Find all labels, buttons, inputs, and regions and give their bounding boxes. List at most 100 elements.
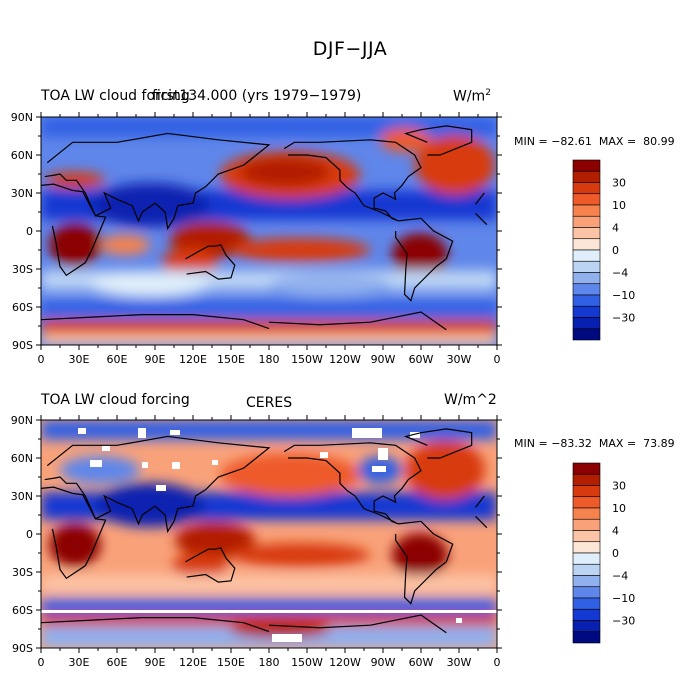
- panel2-units: W/m^2: [444, 392, 497, 408]
- map-axes: 0 30E 60E 90E 120E 150E 180 150W 120W 90W 60W 30W 09…: [11, 111, 502, 669]
- colorbar-swatch: [572, 575, 601, 588]
- colorbar-label: 10: [612, 199, 626, 212]
- colorbar-swatch: [572, 328, 601, 341]
- colorbar-swatch: [572, 631, 601, 644]
- coastline-segment: [41, 486, 107, 580]
- colorbar-swatch: [572, 507, 601, 520]
- coastline-segment: [474, 495, 485, 508]
- y-tick-label: 60S: [12, 301, 33, 314]
- colorbar-swatch: [572, 462, 601, 475]
- x-tick-label: 180: [259, 656, 280, 669]
- panel1-units: W/m2: [453, 88, 491, 105]
- colorbar-swatch: [572, 249, 601, 262]
- x-tick-label: 90E: [145, 656, 166, 669]
- x-tick-label: 180: [259, 353, 280, 366]
- coastline-segment: [185, 547, 236, 583]
- coastline-segment: [395, 217, 454, 302]
- colorbar-swatch: [572, 541, 601, 554]
- colorbar-label: −10: [612, 289, 635, 302]
- y-tick-label: 30S: [12, 263, 33, 276]
- y-tick-label: 90N: [11, 111, 33, 124]
- colorbar-label: 4: [612, 525, 619, 538]
- x-tick-label: 0: [38, 353, 45, 366]
- x-tick-label: 120E: [179, 656, 207, 669]
- x-tick-label: 150W: [291, 353, 323, 366]
- coastline-segment: [475, 212, 488, 226]
- coastline-segment: [185, 244, 236, 280]
- y-tick-label: 90S: [12, 642, 33, 655]
- x-tick-label: 90W: [371, 353, 396, 366]
- coastline-segment: [41, 616, 270, 633]
- y-tick-label: 60N: [11, 452, 33, 465]
- y-tick-label: 0: [26, 528, 33, 541]
- x-tick-label: 30E: [69, 353, 90, 366]
- colorbar-swatch: [572, 170, 601, 183]
- coastline-segment: [474, 192, 485, 205]
- colorbar-label: 30: [612, 480, 626, 493]
- colorbar-swatch: [572, 215, 601, 228]
- y-tick-label: 30S: [12, 566, 33, 579]
- colorbar-label: 10: [612, 502, 626, 515]
- coastline-segment: [41, 183, 107, 277]
- colorbar-label: −30: [612, 312, 635, 325]
- colorbar-swatch: [572, 272, 601, 285]
- x-tick-label: 30W: [447, 656, 472, 669]
- colorbar-swatch: [572, 608, 601, 621]
- colorbar-swatch: [572, 563, 601, 576]
- colorbars: 30 10 4 0 −4 −10 −30 30 10 4 0 −4 −10 −30: [572, 159, 635, 644]
- coastlines: [41, 125, 488, 634]
- panel1-minmax: MIN = −82.61 MAX = 80.99: [514, 135, 675, 148]
- colorbar-swatch: [572, 496, 601, 509]
- colorbar-swatch: [572, 283, 601, 296]
- x-tick-label: 0: [494, 656, 501, 669]
- x-tick-label: 60W: [409, 656, 434, 669]
- colorbar-label: 30: [612, 177, 626, 190]
- coastline-segment: [283, 442, 422, 525]
- colorbar-swatch: [572, 204, 601, 217]
- colorbar-label: −4: [612, 267, 628, 280]
- colorbar-swatch: [572, 260, 601, 273]
- x-tick-label: 0: [38, 656, 45, 669]
- colorbar-swatch: [572, 485, 601, 498]
- x-tick-label: 90E: [145, 353, 166, 366]
- y-tick-label: 0: [26, 225, 33, 238]
- page-title: DJF−JJA: [312, 38, 388, 60]
- x-tick-label: 150E: [217, 656, 245, 669]
- panel1-map: [41, 117, 497, 345]
- y-tick-label: 60N: [11, 149, 33, 162]
- coastline-segment: [268, 311, 447, 331]
- colorbar-swatch: [572, 530, 601, 543]
- colorbar-swatch: [572, 518, 601, 531]
- x-tick-label: 30W: [447, 353, 472, 366]
- coastline-segment: [475, 515, 488, 529]
- panel2-left-label: TOA LW cloud forcing: [41, 392, 190, 408]
- coastline-segment: [403, 125, 473, 156]
- y-tick-label: 30N: [11, 187, 33, 200]
- coastline-segment: [403, 428, 473, 459]
- colorbar-swatch: [572, 552, 601, 565]
- coastline-segment: [44, 435, 271, 534]
- colorbar-swatch: [572, 227, 601, 240]
- coastline-segment: [268, 614, 447, 634]
- x-tick-label: 120E: [179, 353, 207, 366]
- x-tick-label: 0: [494, 353, 501, 366]
- colorbar-label: −30: [612, 615, 635, 628]
- colorbar-swatch: [572, 473, 601, 486]
- coastline-segment: [283, 139, 422, 222]
- colorbar-swatch: [572, 159, 601, 172]
- colorbar-swatch: [572, 238, 601, 251]
- y-tick-label: 90S: [12, 339, 33, 352]
- colorbar-label: 0: [612, 547, 619, 560]
- colorbar-label: 4: [612, 222, 619, 235]
- y-tick-label: 90N: [11, 414, 33, 427]
- colorbar-swatch: [572, 294, 601, 307]
- x-tick-label: 60W: [409, 353, 434, 366]
- x-tick-label: 120W: [329, 656, 361, 669]
- colorbar-swatch: [572, 597, 601, 610]
- coastline-segment: [41, 314, 270, 330]
- x-tick-label: 150W: [291, 656, 323, 669]
- y-tick-label: 30N: [11, 490, 33, 503]
- x-tick-label: 60E: [107, 353, 128, 366]
- colorbar-label: −4: [612, 570, 628, 583]
